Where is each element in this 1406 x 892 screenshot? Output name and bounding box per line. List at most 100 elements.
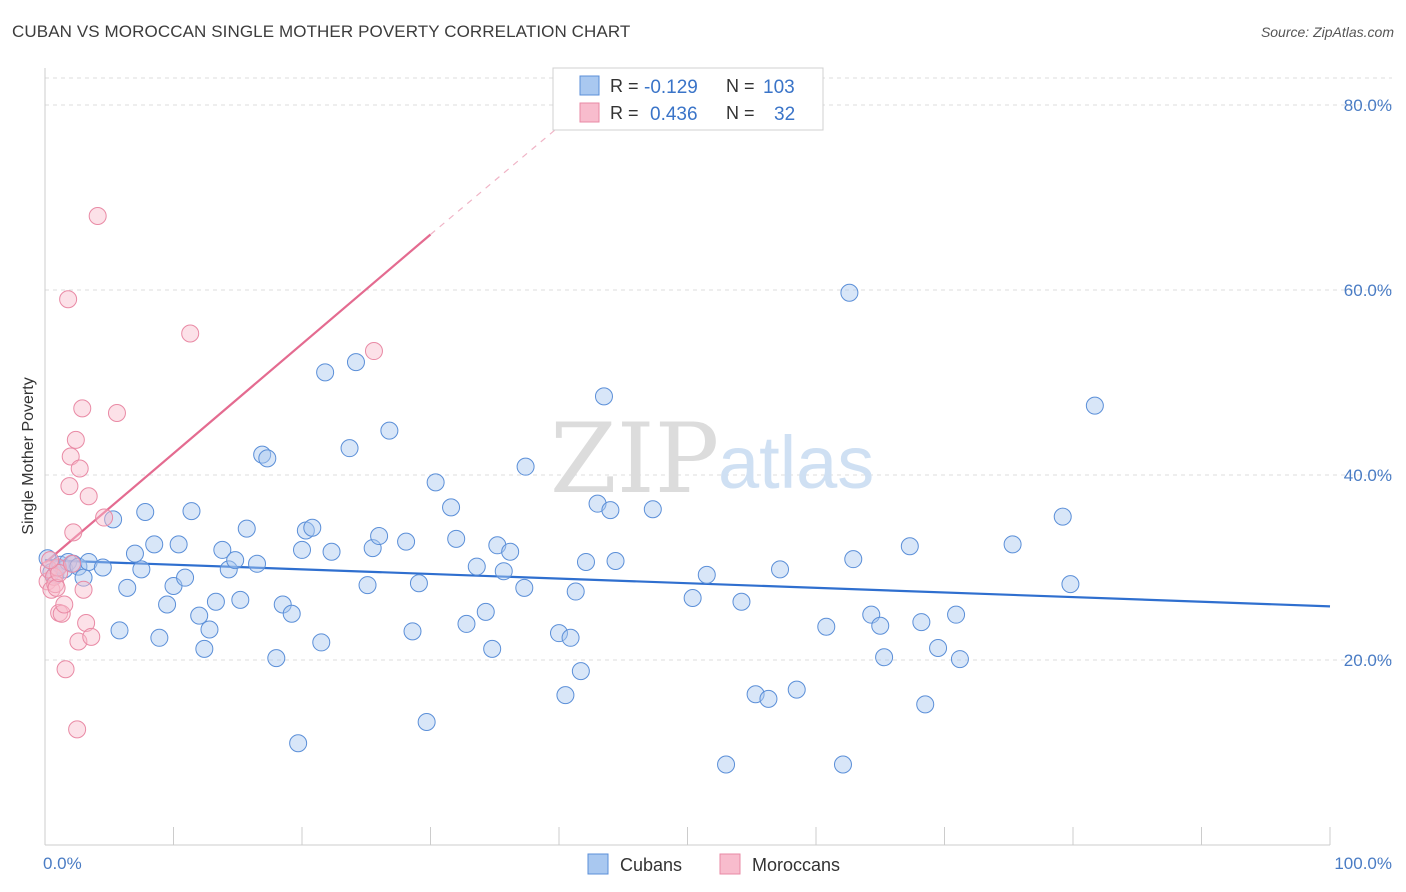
point-cubans <box>104 510 123 529</box>
point-moroccans <box>62 554 81 573</box>
point-cubans <box>840 283 859 302</box>
point-moroccans <box>41 551 60 570</box>
point-moroccans <box>82 627 101 646</box>
point-cubans <box>732 592 751 611</box>
point-cubans <box>1003 535 1022 554</box>
point-cubans <box>253 445 272 464</box>
y-tick-label: 60.0% <box>1344 281 1392 300</box>
axes <box>44 68 1331 846</box>
point-cubans <box>358 576 377 595</box>
point-cubans <box>237 519 256 538</box>
point-moroccans <box>61 447 80 466</box>
point-moroccans <box>107 404 126 423</box>
data-points <box>38 207 1104 774</box>
point-cubans <box>912 613 931 632</box>
point-moroccans <box>47 578 66 597</box>
point-moroccans <box>95 508 114 527</box>
legend-n-label-cubans: N = <box>726 76 755 96</box>
point-cubans <box>370 527 389 546</box>
point-moroccans <box>68 720 87 739</box>
point-cubans <box>169 535 188 554</box>
point-cubans <box>273 595 292 614</box>
point-cubans <box>771 560 790 579</box>
legend-bottom-label-cubans: Cubans <box>620 855 682 875</box>
point-cubans <box>158 595 177 614</box>
point-cubans <box>1061 575 1080 594</box>
point-cubans <box>200 620 219 639</box>
point-moroccans <box>181 324 200 343</box>
legend-bottom: Cubans Moroccans <box>587 853 840 875</box>
point-cubans <box>409 574 428 593</box>
point-cubans <box>606 552 625 571</box>
point-cubans <box>576 552 595 571</box>
point-cubans <box>206 592 225 611</box>
point-cubans <box>571 662 590 681</box>
point-cubans <box>916 695 935 714</box>
point-cubans <box>516 457 535 476</box>
y-tick-label: 40.0% <box>1344 466 1392 485</box>
legend-bottom-swatch-moroccans <box>719 853 741 875</box>
point-moroccans <box>56 660 75 679</box>
point-cubans <box>195 639 214 658</box>
point-cubans <box>312 633 331 652</box>
point-moroccans <box>364 342 383 361</box>
point-cubans <box>289 734 308 753</box>
point-cubans <box>145 535 164 554</box>
y-axis-label: Single Mother Poverty <box>20 377 37 534</box>
point-cubans <box>93 558 112 577</box>
point-moroccans <box>73 399 92 418</box>
point-cubans <box>316 363 335 382</box>
point-moroccans <box>74 580 93 599</box>
point-cubans <box>150 628 169 647</box>
legend-bottom-swatch-cubans <box>587 853 609 875</box>
point-moroccans <box>50 564 69 583</box>
trend-lines <box>44 72 1331 608</box>
point-cubans <box>476 602 495 621</box>
chart-source: Source: ZipAtlas.com <box>1260 24 1394 40</box>
point-cubans <box>556 686 575 705</box>
point-cubans <box>426 473 445 492</box>
point-cubans <box>515 578 534 597</box>
point-cubans <box>483 639 502 658</box>
point-moroccans <box>55 595 74 614</box>
point-cubans <box>417 712 436 731</box>
point-cubans <box>182 502 201 521</box>
point-cubans <box>258 449 277 468</box>
point-moroccans <box>66 430 85 449</box>
watermark-atlas: atlas <box>718 421 874 504</box>
point-moroccans <box>59 290 78 309</box>
legend-swatch-cubans <box>579 75 600 96</box>
point-cubans <box>875 648 894 667</box>
point-moroccans <box>70 459 89 478</box>
point-cubans <box>397 532 416 551</box>
legend-swatch-moroccans <box>579 102 600 123</box>
point-cubans <box>947 605 966 624</box>
point-cubans <box>190 606 209 625</box>
chart-title: CUBAN VS MOROCCAN SINGLE MOTHER POVERTY … <box>12 22 631 41</box>
point-cubans <box>494 562 513 581</box>
point-cubans <box>219 560 238 579</box>
point-cubans <box>136 503 155 521</box>
legend-top: R = -0.129 N = 103 R = 0.436 N = 32 <box>552 67 824 131</box>
point-cubans <box>566 582 585 601</box>
point-moroccans <box>48 558 67 577</box>
point-cubans <box>501 542 520 561</box>
point-cubans <box>118 578 137 597</box>
point-cubans <box>697 565 716 584</box>
watermark: ZIP atlas <box>550 403 874 515</box>
point-cubans <box>759 689 778 708</box>
point-cubans <box>303 518 322 537</box>
point-moroccans <box>44 567 63 586</box>
point-cubans <box>717 755 736 774</box>
point-moroccans <box>88 207 107 225</box>
x-tick-label: 100.0% <box>1334 854 1392 873</box>
point-cubans <box>248 554 267 573</box>
point-moroccans <box>60 477 79 496</box>
point-cubans <box>594 387 613 406</box>
point-moroccans <box>79 487 98 506</box>
point-cubans <box>550 624 568 643</box>
point-cubans <box>442 498 461 517</box>
legend-r-label-moroccans: R = <box>610 103 639 123</box>
tick-labels: 20.0% 40.0% 60.0% 80.0% 0.0% 100.0% <box>43 96 1392 873</box>
